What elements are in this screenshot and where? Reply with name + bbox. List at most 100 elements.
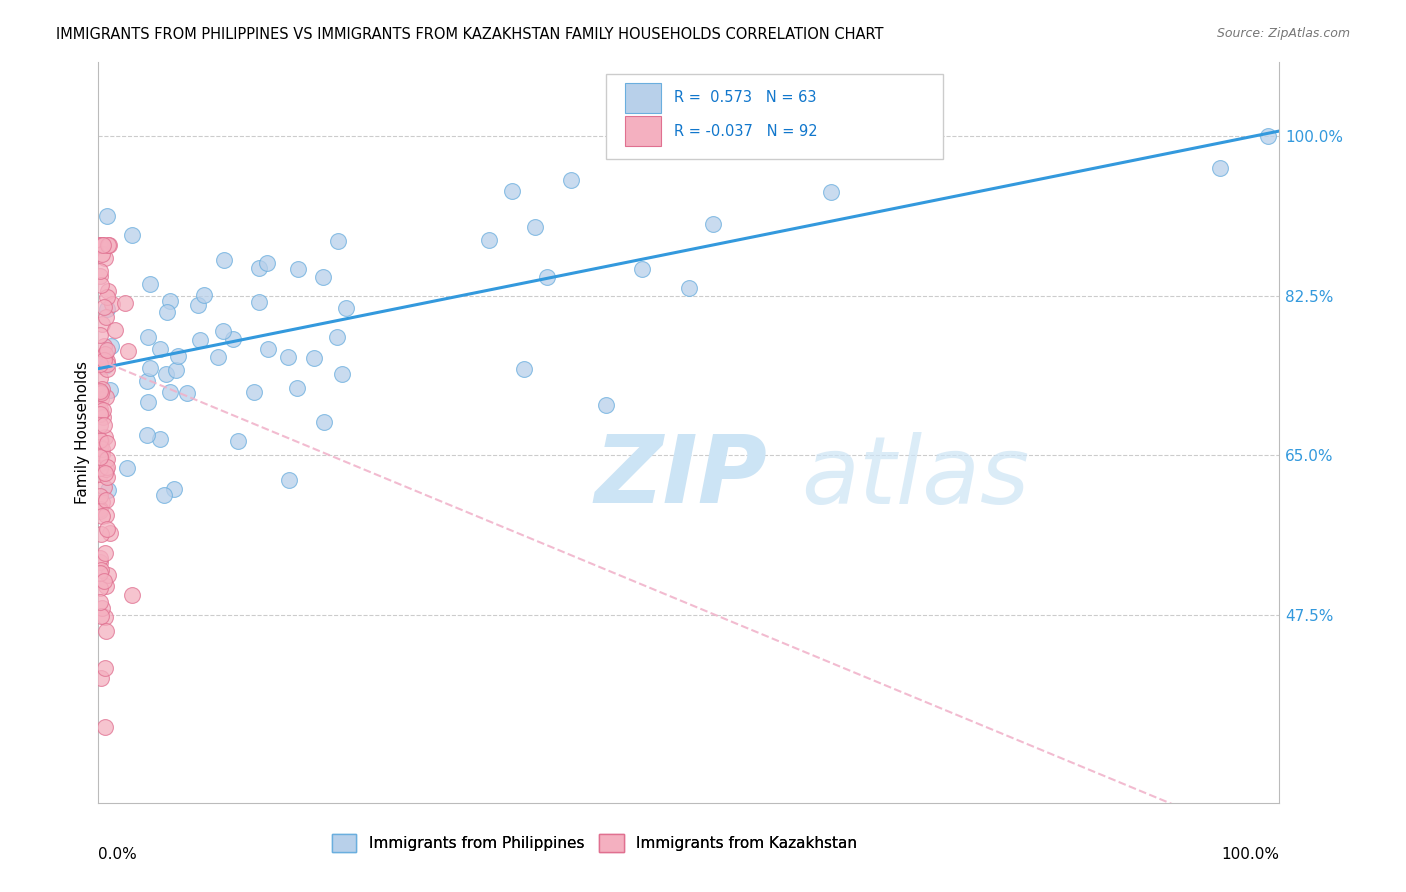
Point xyxy=(312,269,335,284)
Point xyxy=(93,480,115,494)
Point xyxy=(98,383,121,397)
Text: 100.0%: 100.0% xyxy=(1222,847,1279,863)
Point xyxy=(94,347,117,361)
Text: ZIP: ZIP xyxy=(595,431,768,523)
Point xyxy=(90,600,112,615)
Point xyxy=(97,284,120,298)
Point xyxy=(207,350,229,364)
Point xyxy=(94,430,117,444)
Point xyxy=(97,568,120,582)
Point xyxy=(117,461,139,475)
Point xyxy=(101,297,124,311)
Point xyxy=(155,367,177,381)
Point xyxy=(501,184,523,198)
Point xyxy=(98,525,121,540)
Point xyxy=(96,290,118,304)
Point xyxy=(103,323,125,337)
Point xyxy=(89,350,111,364)
Point xyxy=(139,277,162,291)
Point xyxy=(188,333,211,347)
Point xyxy=(89,490,111,504)
Point xyxy=(478,233,501,247)
Point xyxy=(247,260,270,275)
Point xyxy=(136,330,159,344)
Point xyxy=(326,234,349,248)
Point xyxy=(595,398,617,412)
Point xyxy=(96,357,118,371)
Point xyxy=(91,442,114,456)
Point xyxy=(91,238,114,252)
Point xyxy=(277,350,299,364)
Text: Source: ZipAtlas.com: Source: ZipAtlas.com xyxy=(1216,27,1350,40)
Text: R = -0.037   N = 92: R = -0.037 N = 92 xyxy=(673,124,817,139)
Point xyxy=(96,436,118,450)
Point xyxy=(93,466,115,480)
Point xyxy=(89,555,111,569)
Point xyxy=(89,551,111,566)
Point xyxy=(89,566,111,580)
Point xyxy=(165,362,187,376)
Point xyxy=(159,293,181,308)
Text: 0.0%: 0.0% xyxy=(98,847,138,863)
Point xyxy=(149,342,172,356)
Point xyxy=(90,434,112,449)
Point xyxy=(96,451,118,466)
Point xyxy=(97,238,120,252)
Point xyxy=(96,624,118,638)
Point xyxy=(91,382,114,396)
FancyBboxPatch shape xyxy=(626,83,661,112)
Point xyxy=(89,417,111,432)
Point xyxy=(1257,128,1279,143)
Point xyxy=(96,483,118,497)
Point xyxy=(90,278,112,293)
Point xyxy=(89,581,111,595)
Point xyxy=(312,415,335,429)
Point xyxy=(302,351,325,365)
Point xyxy=(247,294,270,309)
Point xyxy=(167,349,190,363)
Point xyxy=(96,362,118,376)
Point xyxy=(228,434,250,448)
Point xyxy=(524,219,547,234)
Y-axis label: Family Households: Family Households xyxy=(75,361,90,504)
Point xyxy=(90,563,112,577)
Point xyxy=(702,217,724,231)
Point xyxy=(117,343,139,358)
Point xyxy=(89,264,111,278)
Point xyxy=(285,381,308,395)
Point xyxy=(89,401,111,416)
Point xyxy=(96,579,118,593)
Point xyxy=(93,301,115,315)
Point xyxy=(93,339,115,353)
Point xyxy=(256,256,278,270)
Point xyxy=(176,385,198,400)
Point xyxy=(193,288,215,302)
Point xyxy=(91,409,114,424)
Point xyxy=(91,447,114,461)
Point xyxy=(96,209,118,223)
Point xyxy=(149,433,172,447)
Point xyxy=(96,508,118,523)
Point xyxy=(136,428,159,442)
Point xyxy=(93,359,115,373)
Point xyxy=(560,173,582,187)
Point xyxy=(94,492,117,507)
Point xyxy=(89,450,111,465)
Point xyxy=(212,253,235,268)
Point xyxy=(89,502,111,516)
Point xyxy=(89,371,111,385)
Text: atlas: atlas xyxy=(801,432,1029,523)
Point xyxy=(96,462,118,476)
Point xyxy=(1209,161,1232,176)
Point xyxy=(89,433,111,447)
Legend: Immigrants from Philippines, Immigrants from Kazakhstan: Immigrants from Philippines, Immigrants … xyxy=(326,829,863,858)
FancyBboxPatch shape xyxy=(626,117,661,146)
Point xyxy=(278,473,301,487)
Point xyxy=(89,407,111,421)
Point xyxy=(156,304,179,318)
Point xyxy=(256,342,278,356)
Point xyxy=(96,470,118,484)
Point xyxy=(89,503,111,517)
Point xyxy=(114,296,136,310)
Point xyxy=(89,595,111,609)
